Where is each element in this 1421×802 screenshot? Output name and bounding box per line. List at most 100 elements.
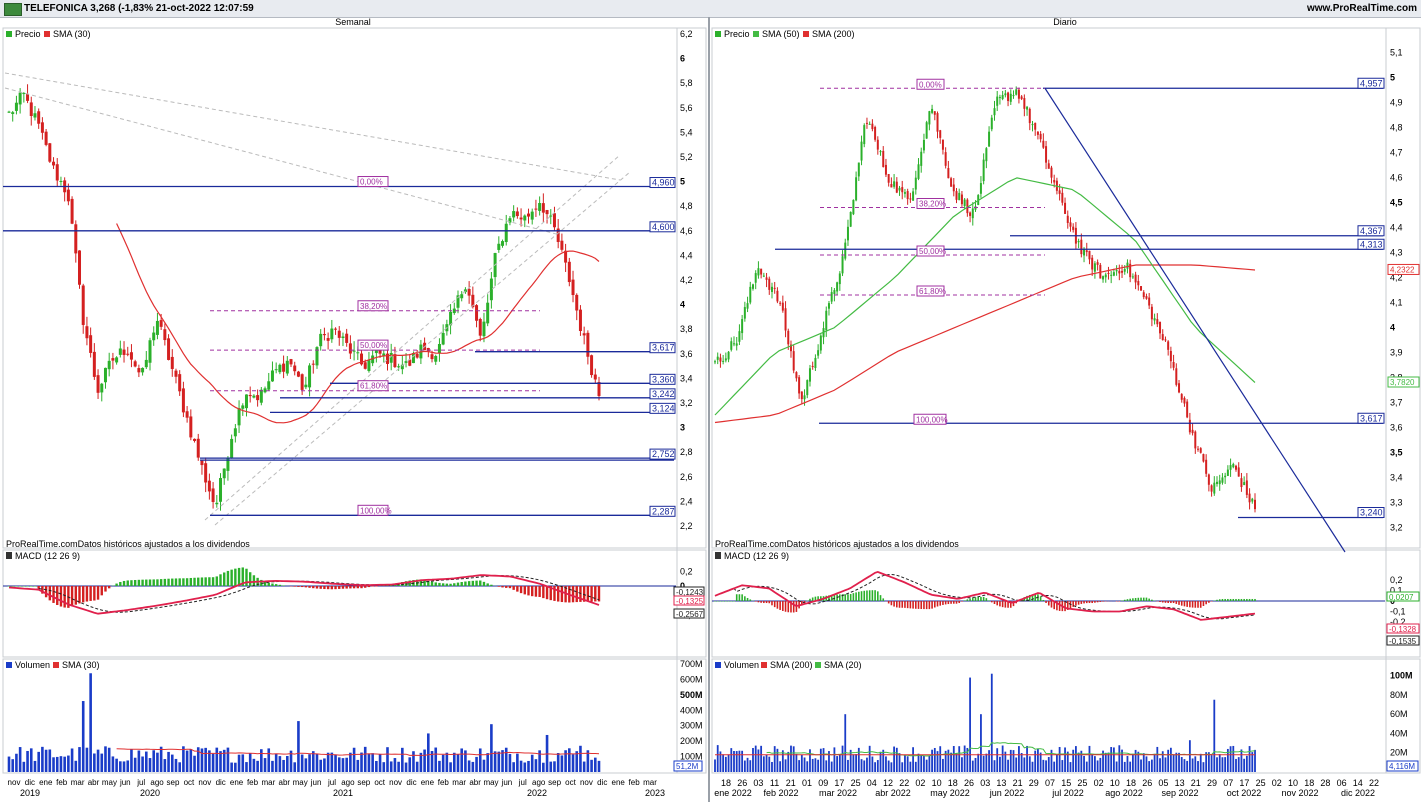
- daily-volume-bar: [722, 754, 725, 772]
- daily-macd-hist: [773, 601, 776, 608]
- daily-volume-bar: [1131, 753, 1134, 772]
- daily-candle: [1112, 272, 1115, 276]
- daily-macd-hist: [966, 599, 969, 601]
- weekly-volume-bar: [504, 747, 508, 772]
- weekly-volume-bar: [44, 749, 48, 772]
- daily-volume-bar: [779, 761, 782, 772]
- daily-candle: [1107, 272, 1110, 274]
- daily-macd-hist: [746, 597, 749, 601]
- weekly-candle: [489, 278, 493, 301]
- daily-candle: [781, 302, 784, 311]
- weekly-candle: [400, 364, 404, 370]
- daily-macd-hist: [893, 601, 895, 607]
- title-bar: TELEFONICA 3,268 (-1,83% 21-oct-2022 12:…: [0, 0, 1421, 18]
- weekly-fib-box: [357, 176, 389, 188]
- site-link[interactable]: www.ProRealTime.com: [1306, 3, 1417, 14]
- daily-candle: [1047, 163, 1050, 169]
- daily-legend-swatch: [803, 31, 809, 37]
- weekly-candle: [278, 364, 282, 373]
- weekly-macd-hist: [341, 586, 345, 589]
- daily-volume-bar: [830, 761, 833, 772]
- daily-x-day: 03: [980, 778, 990, 788]
- daily-volume-bar: [990, 673, 993, 772]
- daily-volume-bar: [765, 754, 768, 772]
- daily-x-day: 18: [1126, 778, 1136, 788]
- daily-candle: [722, 360, 725, 362]
- daily-macd-value-box: [1386, 623, 1420, 634]
- daily-x-day: 10: [1288, 778, 1298, 788]
- weekly-macd-hist: [597, 586, 601, 602]
- daily-macd-hist: [1099, 601, 1102, 602]
- daily-macd-hist: [1180, 601, 1183, 606]
- weekly-x-month: jun: [310, 778, 322, 787]
- daily-macd-hist: [1229, 598, 1232, 601]
- daily-macd-hist: [1083, 601, 1085, 604]
- weekly-volume-bar: [434, 747, 438, 772]
- weekly-candle: [337, 330, 341, 338]
- weekly-macd-hist: [126, 580, 129, 586]
- daily-macd-hist: [923, 601, 925, 610]
- weekly-candle: [274, 369, 278, 371]
- weekly-macd-hist: [159, 579, 163, 586]
- daily-candle: [1237, 467, 1240, 477]
- weekly-candle: [148, 340, 152, 363]
- weekly-candle: [541, 203, 545, 213]
- weekly-macd-hist: [152, 579, 155, 586]
- weekly-volume-bar: [386, 747, 389, 772]
- daily-candle: [817, 350, 820, 356]
- daily-volume-bar: [1129, 761, 1132, 772]
- daily-candle: [1213, 482, 1216, 494]
- weekly-volume-bar: [363, 746, 367, 772]
- daily-candle: [1169, 350, 1172, 362]
- weekly-volume-bar: [337, 757, 341, 772]
- weekly-candle: [497, 243, 501, 250]
- weekly-macd-hist: [63, 586, 66, 608]
- weekly-volume-bar: [308, 754, 311, 772]
- weekly-x-month: oct: [184, 778, 195, 787]
- daily-macd-hist: [906, 601, 909, 609]
- daily-macd-tick: -0,1: [1390, 607, 1406, 617]
- weekly-macd-hist: [549, 586, 552, 601]
- weekly-volume-bar: [271, 760, 274, 772]
- daily-macd-hist: [1175, 601, 1178, 604]
- weekly-candle: [18, 92, 22, 105]
- weekly-x-month: ene: [230, 778, 244, 787]
- weekly-candle: [11, 112, 15, 114]
- weekly-candle: [40, 122, 44, 133]
- daily-candle: [988, 131, 991, 147]
- daily-volume-bar: [787, 751, 790, 772]
- weekly-volume-bar: [378, 753, 382, 772]
- weekly-macd-hist: [560, 586, 564, 603]
- daily-macd-hist: [776, 601, 779, 609]
- daily-candle: [1180, 394, 1183, 400]
- weekly-x-month: feb: [629, 778, 641, 787]
- daily-volume-bar: [860, 759, 863, 772]
- weekly-candle: [430, 354, 434, 360]
- weekly-level-label: 3,124: [652, 403, 675, 413]
- daily-candle: [757, 268, 760, 276]
- weekly-volume-bar: [70, 748, 74, 772]
- daily-volume-bar: [1045, 760, 1047, 772]
- daily-macd-hist: [860, 591, 863, 601]
- daily-candle: [1015, 89, 1018, 95]
- daily-macd-hist: [716, 601, 719, 602]
- daily-candle: [1023, 98, 1026, 109]
- daily-macd-hist: [757, 601, 760, 603]
- daily-volume-bar: [762, 756, 765, 772]
- daily-level-label: 4,957: [1360, 78, 1383, 88]
- weekly-candle: [14, 102, 18, 111]
- daily-volume-bar: [1194, 756, 1197, 772]
- weekly-volume-bar: [196, 747, 200, 772]
- daily-y-tick: 4,9: [1390, 98, 1403, 108]
- weekly-candle: [215, 502, 219, 505]
- weekly-macd-hist: [44, 586, 48, 598]
- daily-candle: [974, 206, 977, 210]
- daily-macd-hist: [887, 601, 890, 604]
- daily-candle: [1224, 475, 1227, 478]
- daily-x-day: 18: [721, 778, 731, 788]
- daily-candle: [719, 357, 722, 362]
- daily-candle: [1053, 179, 1056, 183]
- daily-volume-tick: 20M: [1390, 748, 1408, 758]
- daily-macd-value: -0,1535: [1389, 637, 1417, 646]
